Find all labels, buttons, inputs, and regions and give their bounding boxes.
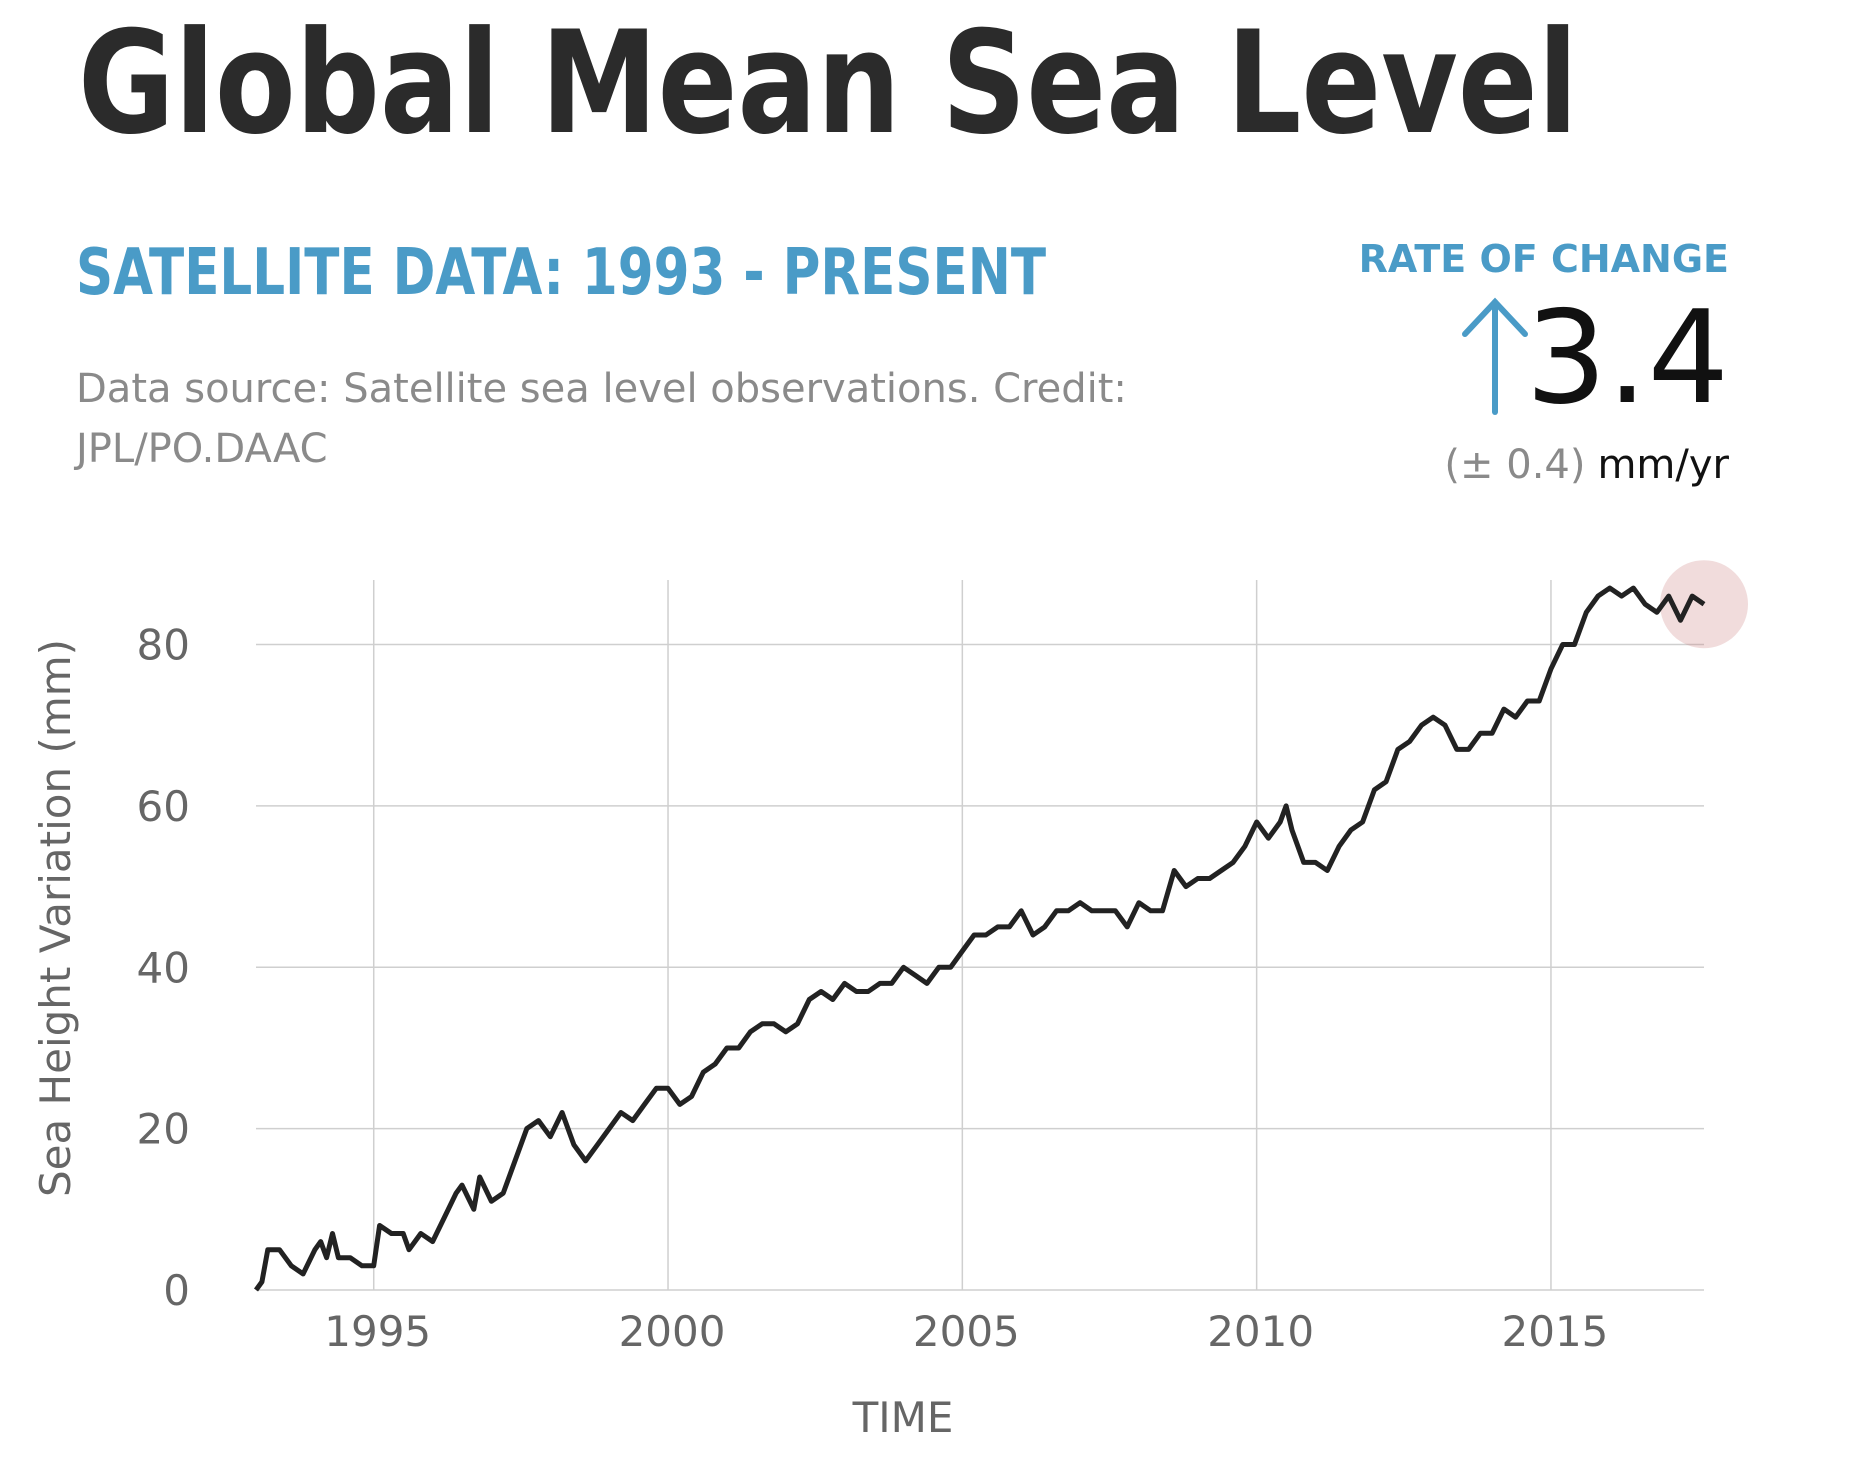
y-tick-label: 20	[137, 1105, 190, 1154]
y-tick-label: 40	[137, 943, 190, 992]
x-tick-label: 1995	[324, 1307, 431, 1356]
y-tick-label: 0	[163, 1266, 190, 1315]
x-tick-label: 2010	[1207, 1307, 1314, 1356]
x-axis-label: TIME	[852, 1393, 954, 1442]
x-tick-label: 2015	[1502, 1307, 1609, 1356]
plot: 0 20 40 60 80 1995 2000 2005 2010 2015	[137, 560, 1748, 1356]
latest-highlight	[1660, 560, 1748, 649]
y-axis-label: Sea Height Variation (mm)	[31, 639, 80, 1197]
title: Global Mean Sea Level	[78, 1, 1578, 166]
source-line: Data source: Satellite sea level observa…	[76, 366, 1127, 412]
up-arrow	[1462, 297, 1528, 415]
subtitle: SATELLITE DATA: 1993 - PRESENT	[76, 236, 1046, 310]
x-tick-label: 2005	[913, 1307, 1020, 1356]
rate-unit: mm/yr	[1597, 442, 1729, 488]
rate-uncertainty: (± 0.4)	[1444, 442, 1585, 488]
source-line: JPL/PO.DAAC	[73, 426, 328, 472]
x-tick-label: 2000	[619, 1307, 726, 1356]
rate-unit-line: (± 0.4) mm/yr	[1444, 442, 1729, 488]
y-tick-label: 60	[137, 782, 190, 831]
rate-value: 3.4	[1525, 284, 1729, 433]
sea-level-line	[253, 585, 1706, 1292]
rate-label: RATE OF CHANGE	[1359, 237, 1729, 281]
y-tick-label: 80	[137, 621, 190, 670]
